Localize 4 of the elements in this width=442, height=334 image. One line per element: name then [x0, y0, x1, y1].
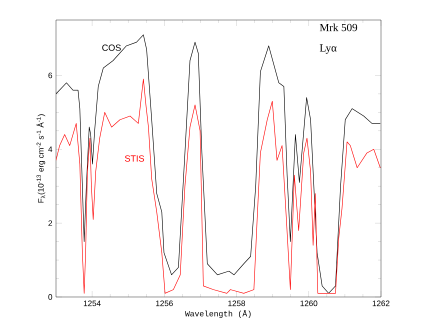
- series-label: COS: [102, 44, 121, 51]
- annotation: Lyα: [320, 44, 337, 54]
- annotation: Mrk 509: [320, 24, 358, 32]
- series-label: STIS: [124, 155, 144, 162]
